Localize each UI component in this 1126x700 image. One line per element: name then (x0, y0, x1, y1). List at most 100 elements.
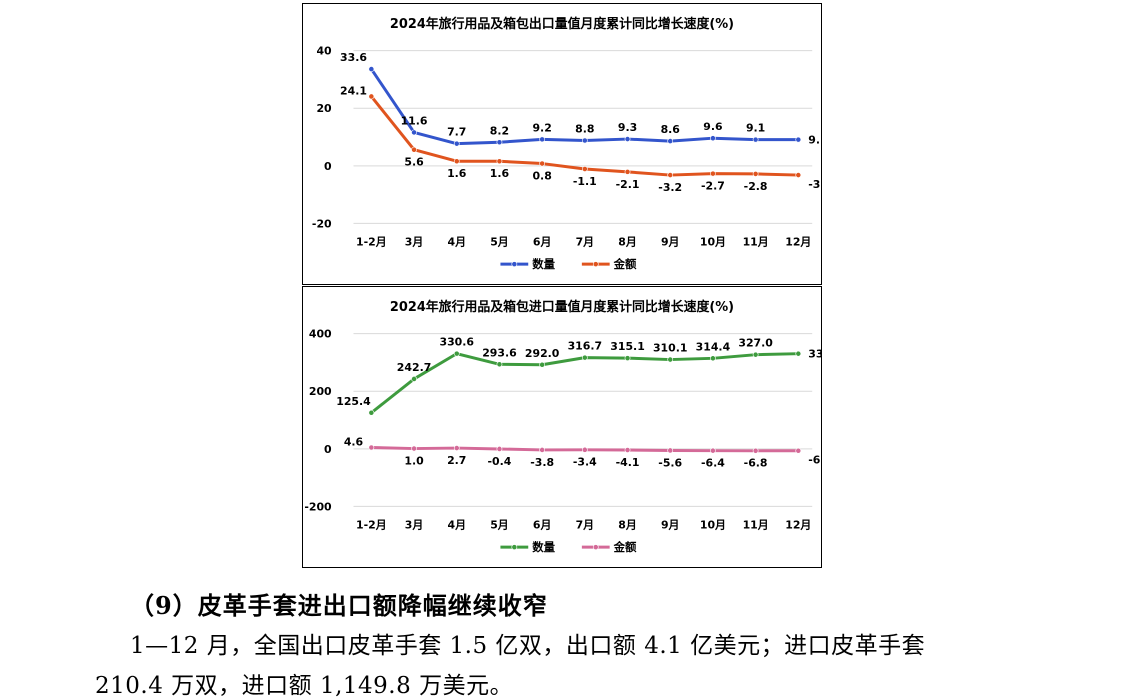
import-chart-series-line-1 (369, 352, 800, 415)
import-chart-x-tick-label: 7月 (576, 518, 595, 531)
export-chart-x-tick-label: 7月 (576, 235, 595, 248)
import-chart-y-tick-label: 0 (324, 443, 332, 456)
import-chart-data-label: 330.5 (808, 348, 821, 361)
export-chart-data-label: -3.2 (808, 178, 821, 191)
export-chart-x-tick-label: 12月 (785, 235, 811, 248)
import-chart-data-label: 310.1 (653, 342, 688, 355)
export-chart-data-point (496, 158, 503, 165)
export-chart-x-tick-label: 11月 (743, 235, 769, 248)
export-chart-data-point (795, 136, 802, 143)
export-chart-data-label: 9.1 (808, 134, 821, 147)
import-chart-x-tick-label: 4月 (448, 518, 467, 531)
import-chart-data-point (411, 376, 417, 382)
import-chart-data-point (539, 361, 546, 368)
import-chart-data-point (795, 447, 802, 454)
import-chart-data-point (368, 444, 375, 451)
import-chart-legend-label-1: 数量 (532, 540, 555, 554)
import-chart-data-label: -0.4 (488, 455, 512, 468)
import-chart-x-tick-label: 10月 (700, 518, 726, 531)
import-chart-data-point (496, 446, 503, 452)
import-chart-data-label: 315.1 (610, 340, 645, 353)
import-chart-data-point (453, 350, 460, 357)
import-chart-data-point (710, 447, 716, 454)
import-chart-data-label: 316.7 (568, 340, 603, 353)
export-chart-data-point (752, 171, 759, 177)
export-chart-x-tick-label: 3月 (405, 235, 424, 248)
export-chart-data-label: -2.8 (744, 180, 768, 193)
export-chart-data-point (539, 136, 546, 143)
export-chart-data-point (581, 166, 588, 172)
export-chart-data-point (539, 160, 546, 167)
import-chart-data-point (453, 445, 460, 451)
export-chart-data-point (710, 135, 716, 142)
export-growth-chart: 2024年旅行用品及箱包出口量值月度累计同比增长速度(%) 40 20 0 -20 1-2… (302, 3, 822, 285)
import-chart-legend-marker-1 (511, 544, 518, 551)
import-chart-x-tick-label: 8月 (618, 518, 637, 531)
export-growth-chart-svg: 2024年旅行用品及箱包出口量值月度累计同比增长速度(%) 40 20 0 -20 1-2… (312, 16, 821, 271)
export-chart-data-label: -2.7 (701, 180, 725, 193)
import-chart-data-point (539, 447, 546, 453)
export-chart-data-point (368, 93, 375, 100)
export-chart-legend-marker-2 (592, 261, 599, 268)
export-chart-data-point (411, 129, 417, 136)
export-chart-data-label: -1.1 (573, 175, 597, 188)
import-chart-data-point (624, 447, 631, 453)
export-chart-data-point (453, 140, 460, 147)
export-chart-data-label: 33.6 (340, 51, 367, 64)
import-chart-data-point (496, 361, 503, 368)
export-chart-y-tick-label: -20 (312, 217, 332, 230)
export-chart-x-tick-label: 1-2月 (356, 235, 387, 248)
export-chart-data-point (368, 66, 375, 72)
export-chart-data-point (624, 169, 631, 175)
import-chart-data-label: 2.7 (447, 454, 466, 467)
import-chart-data-point (368, 409, 375, 416)
import-chart-data-point (667, 447, 674, 454)
import-chart-data-point (667, 356, 674, 363)
import-chart-data-label: 327.0 (738, 337, 773, 350)
import-chart-data-label: -5.6 (658, 456, 682, 469)
import-chart-x-tick-label: 3月 (405, 518, 424, 531)
import-chart-data-point (411, 445, 417, 452)
import-chart-data-label: 125.4 (336, 395, 371, 408)
import-chart-data-label: 242.7 (397, 361, 431, 374)
import-chart-title: 2024年旅行用品及箱包进口量值月度累计同比增长速度(%) (390, 299, 734, 315)
export-chart-data-label: 11.6 (401, 114, 428, 127)
export-chart-data-label: -2.1 (616, 178, 640, 191)
paragraph-line-1: 1—12 月，全国出口皮革手套 1.5 亿双，出口额 4.1 亿美元；进口皮革手… (130, 633, 926, 659)
export-chart-data-label: 1.6 (490, 167, 509, 180)
export-chart-data-label: 9.3 (618, 121, 637, 134)
import-chart-data-point (581, 354, 588, 361)
export-chart-y-tick-label: 40 (316, 45, 332, 58)
export-chart-legend-label-2: 金额 (613, 257, 637, 271)
export-chart-legend-label-1: 数量 (532, 257, 555, 271)
import-growth-chart: 2024年旅行用品及箱包进口量值月度累计同比增长速度(%) 400 200 0 -200… (302, 286, 822, 568)
export-chart-data-label: 9.2 (532, 121, 551, 134)
import-growth-chart-svg: 2024年旅行用品及箱包进口量值月度累计同比增长速度(%) 400 200 0 -200… (304, 299, 821, 554)
import-chart-data-label: -3.8 (530, 456, 554, 469)
export-chart-x-tick-label: 6月 (533, 235, 552, 248)
import-chart-x-tick-label: 6月 (533, 518, 552, 531)
import-chart-y-tick-label: 200 (309, 385, 332, 398)
export-chart-data-point (667, 172, 674, 178)
import-chart-x-tick-label: 12月 (785, 518, 811, 531)
export-chart-y-tick-label: 20 (316, 102, 332, 115)
export-chart-data-label: -3.2 (658, 181, 682, 194)
export-chart-x-tick-label: 4月 (448, 235, 467, 248)
export-chart-x-tick-label: 5月 (490, 235, 509, 248)
export-chart-data-label: 8.2 (490, 124, 509, 137)
import-chart-data-point (581, 446, 588, 453)
export-chart-data-point (667, 138, 674, 144)
import-chart-data-label: 314.4 (696, 340, 731, 353)
import-chart-data-point (710, 355, 716, 362)
import-chart-data-label: -3.4 (573, 456, 597, 469)
import-chart-x-tick-label: 1-2月 (356, 518, 387, 531)
import-chart-data-label: 1.0 (404, 454, 424, 467)
import-chart-x-tick-label: 9月 (661, 518, 680, 531)
import-chart-data-label: 292.0 (525, 347, 560, 360)
import-chart-data-label: -6.4 (701, 457, 725, 470)
import-chart-data-label: 293.6 (482, 346, 516, 359)
export-chart-data-point (795, 172, 802, 178)
export-chart-x-tick-label: 8月 (618, 235, 637, 248)
export-chart-data-label: 8.8 (575, 123, 594, 136)
import-chart-data-point (795, 350, 802, 357)
